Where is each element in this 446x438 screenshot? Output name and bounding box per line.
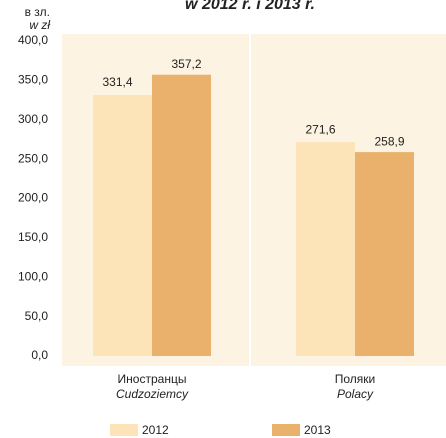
data-label: 271,6 [305,122,335,136]
bar [355,152,414,356]
data-label: 331,4 [102,75,132,89]
legend-swatch [272,424,300,436]
y-axis-label-pl: w zł [29,18,50,32]
y-tick-label: 200,0 [18,191,48,205]
y-tick-label: 150,0 [18,230,48,244]
legend-swatch [110,424,138,436]
bar [93,95,152,357]
y-axis-label: в зл. [25,5,50,19]
bar [296,142,355,356]
legend-label: 2013 [304,423,331,437]
x-tick-label-pl: Polacy [337,387,374,401]
data-label: 258,9 [374,134,404,148]
y-tick-label: 400,0 [18,33,48,47]
chart-title: w 2012 r. i 2013 r. [185,0,315,13]
y-tick-label: 250,0 [18,151,48,165]
y-tick-label: 50,0 [25,309,49,323]
x-tick-label-pl: Cudzoziemcy [116,387,189,401]
x-tick-label: Поляки [335,372,376,386]
y-tick-label: 100,0 [18,269,48,283]
data-label: 357,2 [171,57,201,71]
legend-label: 2012 [142,423,169,437]
y-tick-label: 300,0 [18,112,48,126]
y-tick-label: 0,0 [31,348,48,362]
bar [152,74,211,356]
y-tick-label: 350,0 [18,73,48,87]
x-tick-label: Иностранцы [118,372,187,386]
